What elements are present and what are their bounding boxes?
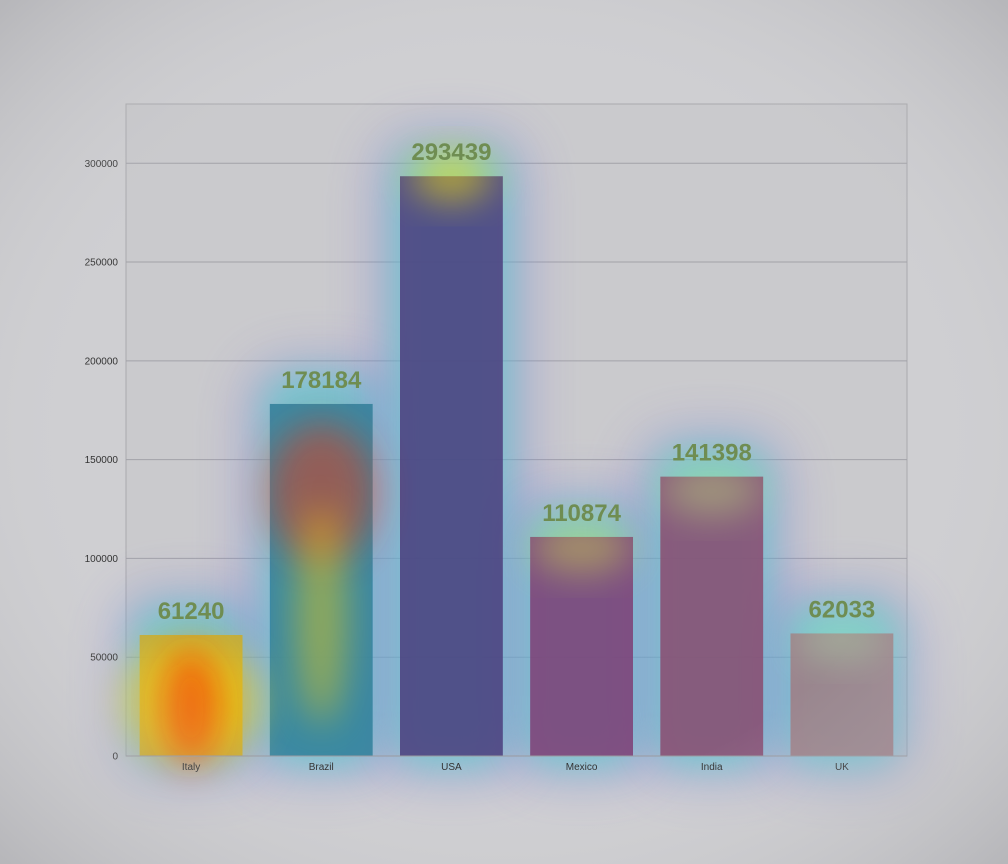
y-tick-label: 250000 [85, 258, 119, 269]
x-tick-label: Mexico [566, 762, 598, 773]
heat-hotspot [161, 647, 222, 768]
heat-hotspot [531, 522, 632, 573]
y-tick-label: 150000 [85, 455, 119, 466]
data-label: 62033 [809, 596, 876, 623]
y-tick-label: 300000 [85, 159, 119, 170]
heat-hotspot [661, 465, 762, 516]
bar-india [660, 476, 764, 756]
data-label: 110874 [542, 500, 621, 527]
x-tick-label: Italy [182, 762, 200, 773]
y-tick-label: 50000 [90, 653, 118, 664]
data-label: 141398 [672, 440, 752, 467]
data-label: 61240 [158, 598, 225, 625]
y-tick-label: 100000 [85, 554, 119, 565]
x-tick-label: India [701, 762, 723, 773]
y-tick-label: 200000 [85, 356, 119, 367]
heat-hotspot [796, 617, 887, 662]
x-tick-label: Brazil [309, 762, 334, 773]
heat-hotspot [296, 505, 347, 726]
bar-usa [400, 176, 503, 757]
data-label: 293439 [411, 139, 491, 166]
data-label: 178184 [281, 367, 362, 394]
y-tick-label: 0 [112, 752, 118, 763]
x-tick-label: UK [835, 762, 849, 773]
x-tick-label: USA [441, 762, 462, 773]
